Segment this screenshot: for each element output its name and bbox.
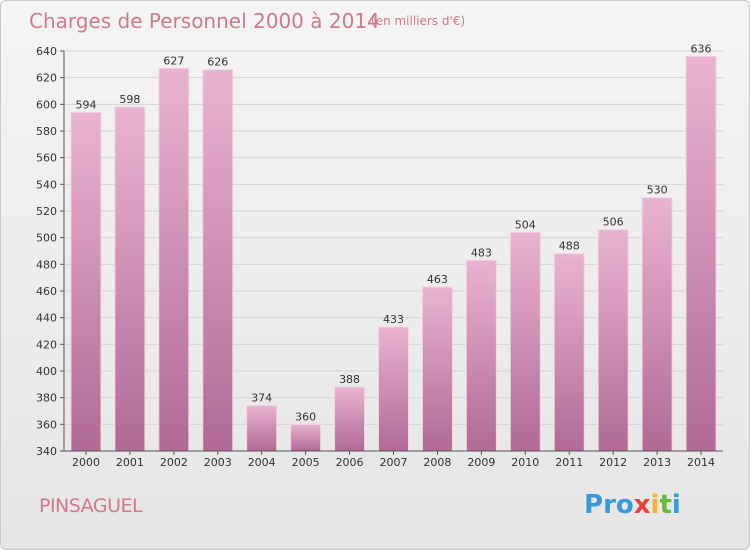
bar-2005 [290, 423, 322, 452]
y-tick-label: 560 [36, 152, 57, 165]
x-tick-label: 2012 [599, 456, 627, 469]
x-tick-label: 2014 [687, 456, 715, 469]
x-tick-label: 2001 [116, 456, 144, 469]
bar-2013 [641, 197, 673, 452]
data-label: 463 [427, 273, 448, 286]
bars [70, 55, 717, 452]
data-label: 626 [207, 56, 228, 69]
x-tick-label: 2010 [511, 456, 539, 469]
y-tick-label: 360 [36, 418, 57, 431]
bar-2003 [202, 69, 234, 452]
axes: 340 360 380 400 420 440 460 480 500 520 540 560 580 6… [36, 45, 723, 469]
value-labels: 594 598 627 626 374 360 388 433 463 483 504 488 506 5… [75, 42, 711, 423]
data-label: 483 [471, 246, 492, 259]
y-tick-label: 340 [36, 445, 57, 458]
bar-2001 [114, 106, 146, 452]
bar-2006 [334, 386, 366, 452]
bar-2000 [70, 111, 102, 452]
x-tick-label: 2008 [423, 456, 451, 469]
bar-2012 [597, 229, 629, 452]
y-tick-label: 600 [36, 98, 57, 111]
y-tick-label: 580 [36, 125, 57, 138]
y-tick-label: 400 [36, 365, 57, 378]
data-label: 360 [295, 410, 316, 423]
x-tick-label: 2003 [204, 456, 232, 469]
data-label: 530 [647, 184, 668, 197]
logo-letter: r [603, 490, 616, 520]
chart-subtitle: (en milliers d'€) [371, 14, 466, 28]
y-tick-label: 520 [36, 205, 57, 218]
y-tick-label: 440 [36, 312, 57, 325]
logo-letter: o [615, 490, 634, 520]
logo-letter: i [671, 490, 681, 520]
x-tick-label: 2004 [248, 456, 276, 469]
logo-letter: i [650, 490, 660, 520]
logo-letter: x [633, 490, 651, 520]
data-label: 506 [603, 216, 624, 229]
data-label: 627 [163, 54, 184, 67]
data-label: 504 [515, 218, 536, 231]
data-label: 488 [559, 240, 580, 253]
bar-2008 [421, 286, 453, 452]
data-label: 636 [691, 42, 712, 55]
bar-2014 [685, 55, 717, 452]
x-tick-label: 2013 [643, 456, 671, 469]
data-label: 598 [119, 93, 140, 106]
y-tick-label: 380 [36, 392, 57, 405]
logo-letter: t [659, 490, 672, 520]
y-tick-label: 540 [36, 178, 57, 191]
y-tick-label: 640 [36, 45, 57, 58]
x-tick-label: 2011 [555, 456, 583, 469]
logo-letter: P [584, 490, 604, 520]
x-tick-label: 2000 [72, 456, 100, 469]
y-tick-label: 500 [36, 232, 57, 245]
chart-title: Charges de Personnel 2000 à 2014 [29, 9, 380, 33]
x-tick-label: 2002 [160, 456, 188, 469]
y-tick-label: 420 [36, 338, 57, 351]
x-tick-label: 2009 [467, 456, 495, 469]
y-tick-label: 620 [36, 72, 57, 85]
bar-2011 [553, 253, 585, 452]
y-tick-label: 460 [36, 285, 57, 298]
x-tick-label: 2007 [380, 456, 408, 469]
bar-2004 [246, 405, 278, 452]
bar-2007 [378, 326, 409, 452]
data-label: 388 [339, 373, 360, 386]
commune-name: PINSAGUEL [39, 495, 143, 517]
bar-2002 [158, 67, 190, 452]
y-tick-label: 480 [36, 258, 57, 271]
x-tick-label: 2005 [292, 456, 320, 469]
data-label: 594 [75, 98, 96, 111]
bar-2009 [465, 259, 497, 452]
proxiti-logo: Proxiti [584, 490, 681, 520]
data-label: 374 [251, 392, 272, 405]
data-label: 433 [383, 313, 404, 326]
bar-2010 [509, 231, 541, 452]
x-tick-label: 2006 [336, 456, 364, 469]
